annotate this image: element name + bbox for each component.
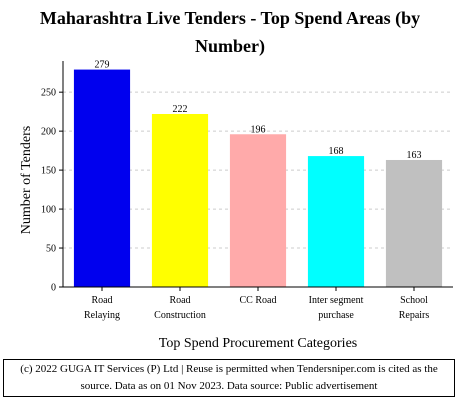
bar — [385, 159, 443, 287]
axes: 0 50 100 150 200 250 Road Relaying Road Construct… — [41, 61, 453, 321]
x-tick-label: Inter segment — [309, 295, 364, 306]
x-tick-label: Road — [169, 295, 190, 306]
x-axis-label: Top Spend Procurement Categories — [159, 336, 357, 351]
bar — [73, 69, 131, 287]
y-tick-label: 100 — [41, 205, 56, 216]
y-tick-label: 50 — [46, 244, 56, 255]
bar-chart: 279 222 196 168 163 0 50 100 150 200 250 Road Relay… — [19, 60, 453, 351]
y-tick-label: 0 — [51, 283, 56, 294]
x-tick-label: Construction — [154, 310, 206, 321]
x-tick-label: School — [400, 295, 428, 306]
y-tick-label: 250 — [41, 88, 56, 99]
bar — [229, 134, 287, 287]
bar-value-label: 222 — [173, 104, 188, 115]
x-tick-label: CC Road — [240, 295, 277, 306]
footer-line-2: source. Data as on 01 Nov 2023. Data sou… — [80, 380, 378, 392]
y-tick-label: 200 — [41, 127, 56, 138]
bar-value-label: 196 — [251, 124, 266, 135]
footer-credit: (c) 2022 GUGA IT Services (P) Ltd | Reus… — [3, 359, 455, 397]
y-tick-label: 150 — [41, 166, 56, 177]
x-tick-label: Repairs — [399, 310, 430, 321]
x-tick-label: purchase — [318, 310, 354, 321]
chart-title: Maharashtra Live Tenders - Top Spend Are… — [0, 4, 460, 60]
bar-value-label: 163 — [407, 150, 422, 161]
chart-title-line-1: Maharashtra Live Tenders - Top Spend Are… — [39, 8, 421, 28]
footer-line-1: (c) 2022 GUGA IT Services (P) Ltd | Reus… — [20, 363, 438, 375]
chart-title-line-2: Number) — [195, 36, 265, 56]
bar — [307, 156, 365, 287]
x-tick-label: Relaying — [84, 310, 120, 321]
y-axis-label: Number of Tenders — [19, 126, 34, 234]
x-tick-label: Road — [91, 295, 112, 306]
bars: 279 222 196 168 163 — [73, 60, 443, 287]
bar-value-label: 279 — [95, 60, 110, 71]
bar — [151, 113, 209, 287]
bar-value-label: 168 — [329, 146, 344, 157]
